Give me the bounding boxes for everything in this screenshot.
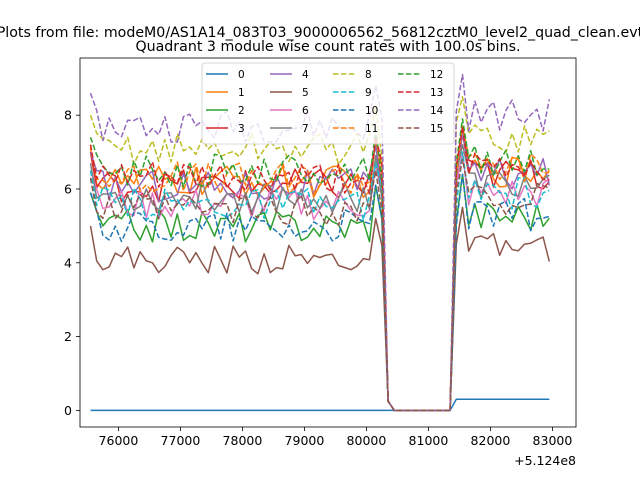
- series-line-1: [89, 129, 550, 412]
- legend-label-12: 12: [430, 69, 443, 81]
- y-tick-label: 2: [64, 329, 72, 344]
- x-offset-label: +5.124e8: [514, 453, 576, 468]
- x-tick-label: 79000: [285, 433, 325, 448]
- x-tick-label: 83000: [533, 433, 573, 448]
- series-line-6: [89, 151, 550, 412]
- legend-label-8: 8: [365, 69, 372, 81]
- x-tick-label: 81000: [409, 433, 449, 448]
- y-tick-label: 6: [64, 181, 72, 196]
- legend-label-6: 6: [302, 105, 309, 117]
- legend-label-2: 2: [238, 105, 245, 117]
- series-line-5: [89, 206, 551, 412]
- y-axis: 0 2 4 6 8: [64, 108, 80, 418]
- series-line-10: [89, 173, 550, 412]
- series-line-0: [90, 398, 550, 412]
- legend-label-1: 1: [238, 87, 245, 99]
- y-tick-label: 0: [64, 403, 72, 418]
- x-tick-label: 80000: [347, 433, 387, 448]
- series-line-15: [89, 158, 550, 412]
- legend-label-15: 15: [430, 123, 443, 135]
- x-tick-label: 76000: [99, 433, 139, 448]
- series-line-13: [89, 125, 550, 412]
- legend-label-10: 10: [365, 105, 378, 117]
- figure-suptitle: Plots from file: modeM0/AS1A14_083T03_90…: [0, 25, 640, 41]
- legend-box: [201, 62, 455, 145]
- legend-label-11: 11: [365, 123, 378, 135]
- series-line-8: [89, 95, 550, 412]
- y-tick-label: 4: [64, 255, 72, 270]
- series-line-11: [89, 125, 550, 412]
- legend-label-0: 0: [238, 69, 245, 81]
- series-line-12: [89, 118, 550, 412]
- legend-label-4: 4: [302, 69, 309, 81]
- legend-label-7: 7: [302, 123, 309, 135]
- legend-label-13: 13: [430, 87, 443, 99]
- chart-title: Quadrant 3 module wise count rates with …: [135, 39, 520, 55]
- series-line-9: [89, 151, 550, 412]
- x-tick-label: 77000: [161, 433, 201, 448]
- x-tick-label: 78000: [223, 433, 263, 448]
- legend-label-3: 3: [238, 123, 245, 135]
- legend-label-14: 14: [430, 105, 444, 117]
- x-axis: 76000 77000 78000 79000 80000 81000 82000 83000: [99, 427, 573, 448]
- legend-label-9: 9: [365, 87, 372, 99]
- y-tick-label: 8: [64, 108, 72, 123]
- plot-frame: [79, 57, 577, 428]
- legend-label-5: 5: [302, 87, 309, 99]
- x-tick-label: 82000: [471, 433, 511, 448]
